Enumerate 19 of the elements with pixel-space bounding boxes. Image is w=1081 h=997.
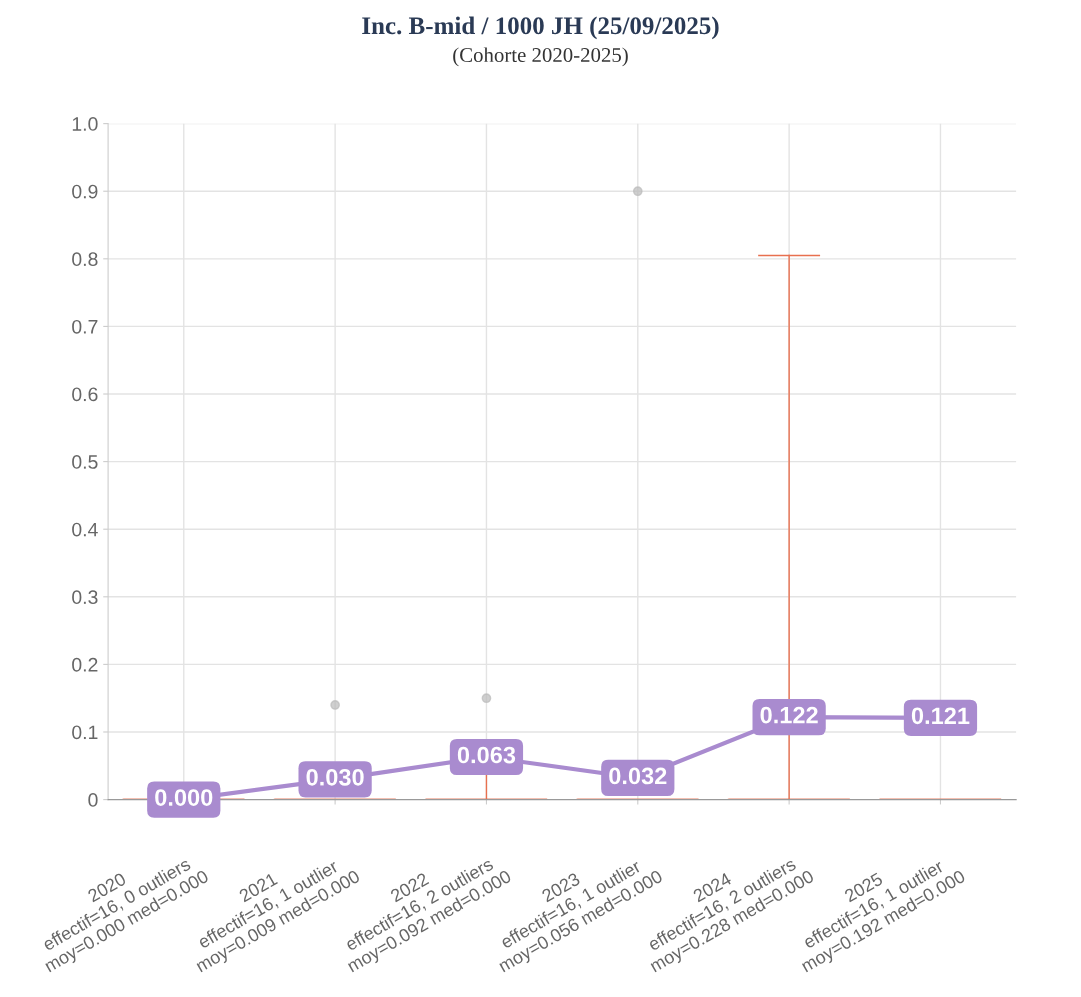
y-tick-label: 0.7 <box>72 319 98 334</box>
data-label: 0.030 <box>306 768 364 786</box>
data-label: 0.000 <box>155 789 213 806</box>
chart-title: Inc. B-mid / 1000 JH (25/09/2025) <box>362 16 719 40</box>
chart-subtitle: (Cohorte 2020-2025) <box>453 47 628 67</box>
y-tick-label: 0.1 <box>72 725 98 740</box>
y-tick-label: 0.3 <box>72 590 98 605</box>
y-tick-label: 0.2 <box>72 657 98 672</box>
y-tick-label: 1.0 <box>72 117 98 131</box>
data-label: 0.032 <box>609 767 667 785</box>
y-tick-label: 0 <box>88 793 98 807</box>
data-label: 0.063 <box>457 746 516 764</box>
y-tick-label: 0.6 <box>72 387 98 402</box>
data-label: 0.122 <box>760 706 818 724</box>
y-tick-label: 0.9 <box>72 184 98 199</box>
y-tick-label: 0.5 <box>72 455 98 469</box>
y-tick-label: 0.8 <box>72 252 98 267</box>
data-label: 0.121 <box>911 707 970 725</box>
y-tick-label: 0.4 <box>72 522 98 537</box>
